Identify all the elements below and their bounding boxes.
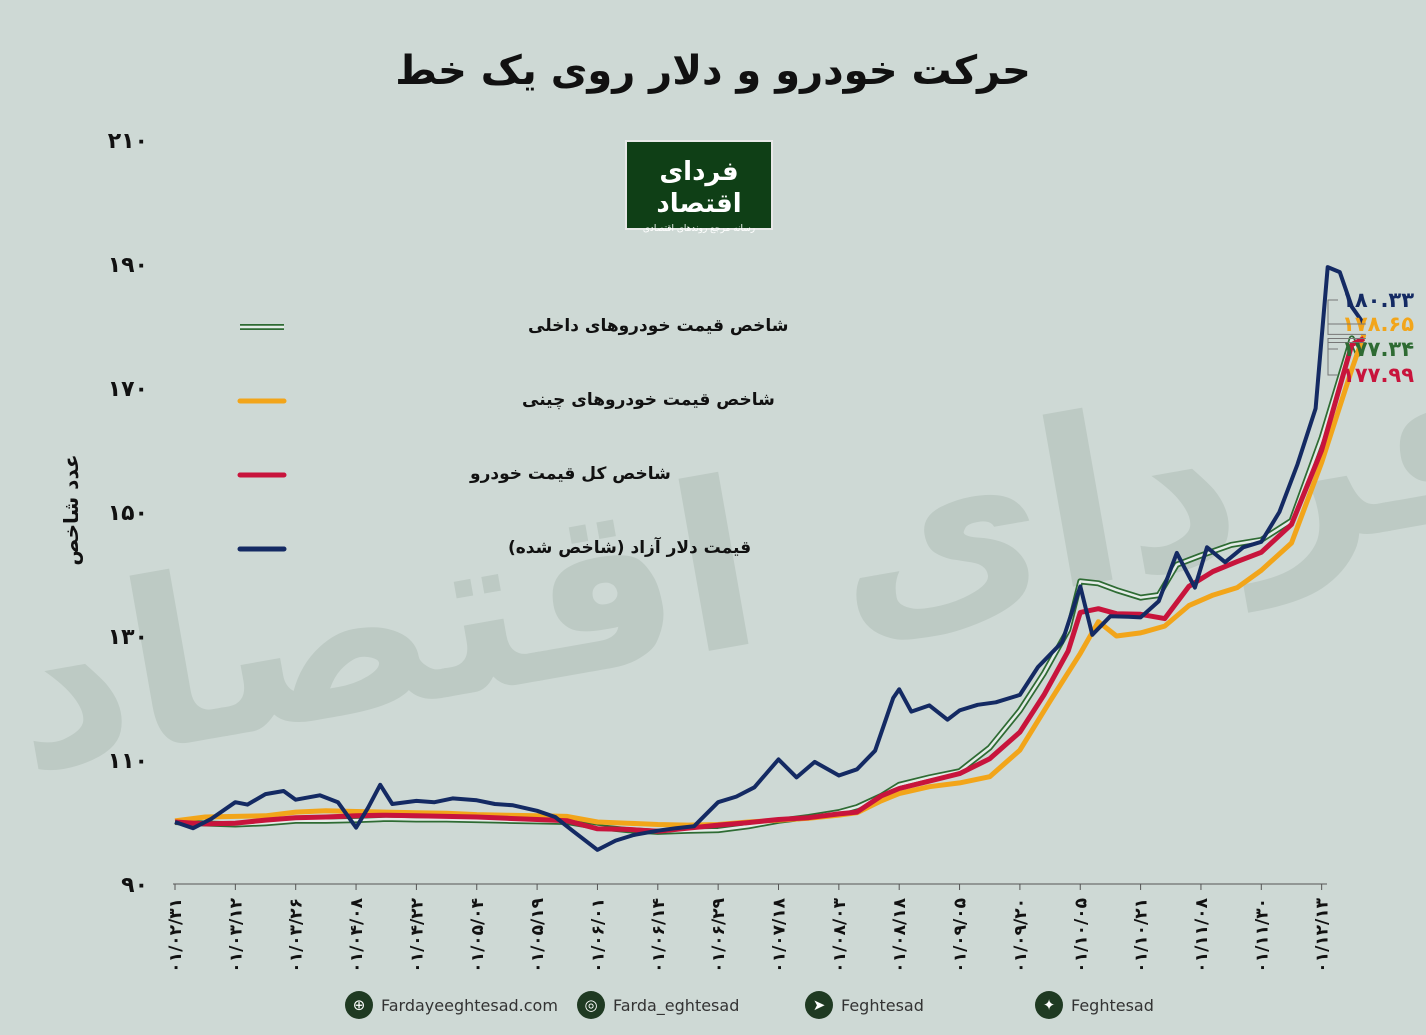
y-tick-label: ۱۳۰ [108,625,148,650]
x-tick-label: ۰۱/۱۱/۳۰ [1252,898,1272,973]
legend: شاخص قیمت خودروهای داخلی شاخص قیمت خودروه… [237,316,788,558]
end-label-connector [1327,299,1366,325]
brand-logo: فردای اقتصاد رسانه مرجع روندهای اقتصادی [625,140,773,234]
x-tick-label: ۰۱/۰۶/۰۱ [588,898,608,973]
x-tick-label: ۰۱/۰۵/۱۹ [528,897,548,972]
end-label: ۱۷۷.۹۹ [1342,363,1414,387]
x-tick-label: ۰۱/۰۴/۲۲ [407,897,427,972]
footer-instagram-link[interactable]: ◎ Farda_eghtesad [577,991,739,1019]
x-tick-label: ۰۱/۰۴/۰۸ [347,897,367,972]
x-tick-label: ۰۱/۰۹/۰۵ [951,898,971,973]
x-tick-label: ۰۱/۰۷/۱۸ [770,897,790,972]
y-tick-label: ۹۰ [121,873,148,898]
x-tick-label: ۰۱/۱۰/۰۵ [1071,898,1091,973]
x-tick-label: ۰۱/۱۱/۰۸ [1192,897,1212,972]
footer: ⊕ Fardayeeghtesad.com ◎ Farda_eghtesad ➤ Fegh… [0,985,1426,1025]
legend-label: شاخص کل قیمت خودرو [469,464,671,484]
y-tick-label: ۲۱۰ [108,129,148,154]
x-tick-label: ۰۱/۰۸/۰۳ [830,897,850,972]
x-axis-ticks: ۰۱/۰۲/۳۱ ۰۱/۰۳/۱۲ ۰۱/۰۳/۲۶ ۰۱/۰۴/۰۸ ۰۱/۰۴/۲۲… [166,884,1333,973]
y-tick-label: ۱۹۰ [108,253,148,278]
legend-label: شاخص قیمت خودروهای داخلی [528,316,788,336]
series-line-domestic [174,337,1366,834]
x-tick-label: ۰۱/۰۳/۱۲ [226,897,246,972]
y-tick-label: ۱۱۰ [108,749,148,774]
line-chart: فردای اقتصاد عدد شاخص ۹۰ ۱۱۰ ۱۳۰ ۱۵۰ ۱۷۰ ۱۹۰ ۲… [0,129,1426,973]
end-label-connector [1327,337,1366,376]
footer-text: Fardayeeghtesad.com [381,995,558,1015]
x-tick-label: ۰۱/۰۹/۲۰ [1011,898,1031,973]
series-line-dollar [174,265,1366,852]
footer-text: Farda_eghtesad [613,995,740,1015]
y-axis-ticks: ۹۰ ۱۱۰ ۱۳۰ ۱۵۰ ۱۷۰ ۱۹۰ ۲۱۰ [108,129,148,898]
telegram-icon: ➤ [805,991,833,1019]
series-lines [174,265,1367,852]
instagram-icon: ◎ [577,991,605,1019]
end-label: ۱۷۷.۳۴ [1342,337,1414,361]
watermark: فردای اقتصاد [0,296,1426,827]
end-label: ۱۸۰.۳۳ [1342,288,1414,312]
twitter-icon: ✦ [1035,991,1063,1019]
series-line-total [174,336,1366,834]
chart-title: حرکت خودرو و دلار روی یک خط [395,48,1031,94]
footer-twitter-link[interactable]: ✦ Feghtesad [1035,991,1154,1019]
x-tick-label: ۰۱/۰۶/۲۹ [709,897,729,972]
legend-label: قیمت دلار آزاد (شاخص شده) [508,536,751,558]
logo-name: فردای اقتصاد [656,157,742,219]
legend-label: شاخص قیمت خودروهای چینی [522,390,775,410]
x-tick-label: ۰۱/۰۶/۱۴ [649,898,669,973]
footer-text: Feghtesad [841,995,924,1015]
y-axis-label: عدد شاخص [59,454,83,565]
svg-text:فردای اقتصاد: فردای اقتصاد [0,296,1426,827]
logo-tagline: رسانه مرجع روندهای اقتصادی [642,224,756,234]
footer-globe-link[interactable]: ⊕ Fardayeeghtesad.com [345,991,558,1019]
globe-icon: ⊕ [345,991,373,1019]
x-tick-label: ۰۱/۰۵/۰۴ [468,898,488,973]
x-tick-label: ۰۱/۱۰/۲۱ [1132,898,1152,973]
x-tick-label: ۰۱/۰۲/۳۱ [166,898,186,973]
x-tick-label: ۰۱/۰۳/۲۶ [287,898,307,973]
y-tick-label: ۱۷۰ [108,377,148,402]
x-tick-label: ۰۱/۱۲/۱۳ [1313,897,1333,972]
y-tick-label: ۱۵۰ [108,501,148,526]
footer-text: Feghtesad [1071,995,1154,1015]
footer-telegram-link[interactable]: ➤ Feghtesad [805,991,924,1019]
x-tick-label: ۰۱/۰۸/۱۸ [890,897,910,972]
